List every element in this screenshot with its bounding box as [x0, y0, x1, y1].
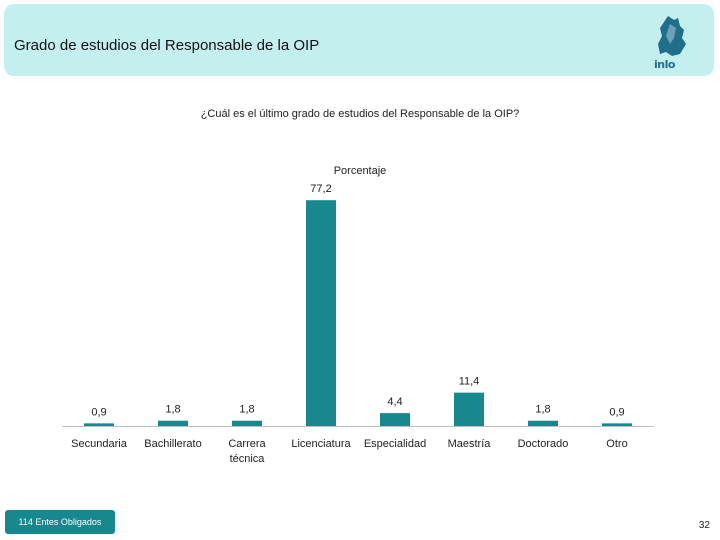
- bar-6: [528, 420, 558, 426]
- logo-text: inlo: [654, 58, 675, 71]
- value-label-3: 77,2: [310, 183, 331, 195]
- category-label-4: Especialidad: [364, 438, 426, 450]
- chart-subtitle: Porcentaje: [333, 165, 387, 177]
- category-label-0: Secundaria: [71, 438, 128, 450]
- bar-0: [84, 423, 114, 426]
- category-label-6: Doctorado: [518, 438, 569, 450]
- header-banner: Grado de estudios del Responsable de la …: [4, 4, 714, 76]
- bar-5: [454, 392, 484, 426]
- bar-2: [232, 420, 262, 426]
- page-title: Grado de estudios del Responsable de la …: [14, 37, 320, 54]
- value-label-0: 0,9: [91, 406, 106, 418]
- value-label-2: 1,8: [239, 404, 254, 416]
- category-label-3: Licenciatura: [291, 438, 351, 450]
- bar-3: [306, 200, 336, 426]
- value-label-5: 11,4: [459, 376, 480, 388]
- category-label-2: Carrera: [228, 438, 266, 450]
- bar-7: [602, 423, 632, 426]
- category-label-7: Otro: [606, 438, 627, 450]
- category-label-5: Maestría: [448, 438, 492, 450]
- category-label-1: Bachillerato: [144, 438, 201, 450]
- value-label-7: 0,9: [609, 406, 624, 418]
- entities-badge: 114 Entes Obligados: [5, 510, 115, 534]
- value-label-1: 1,8: [165, 404, 180, 416]
- inlo-logo: inlo: [644, 14, 700, 74]
- chart-title: ¿Cuál es el último grado de estudios del…: [200, 108, 520, 120]
- city-map-icon: [658, 16, 686, 56]
- bar-1: [158, 420, 188, 426]
- page-number: 32: [698, 520, 710, 531]
- category-label-2: técnica: [230, 453, 266, 465]
- bar-4: [380, 413, 410, 426]
- value-label-6: 1,8: [535, 404, 550, 416]
- value-label-4: 4,4: [387, 396, 402, 408]
